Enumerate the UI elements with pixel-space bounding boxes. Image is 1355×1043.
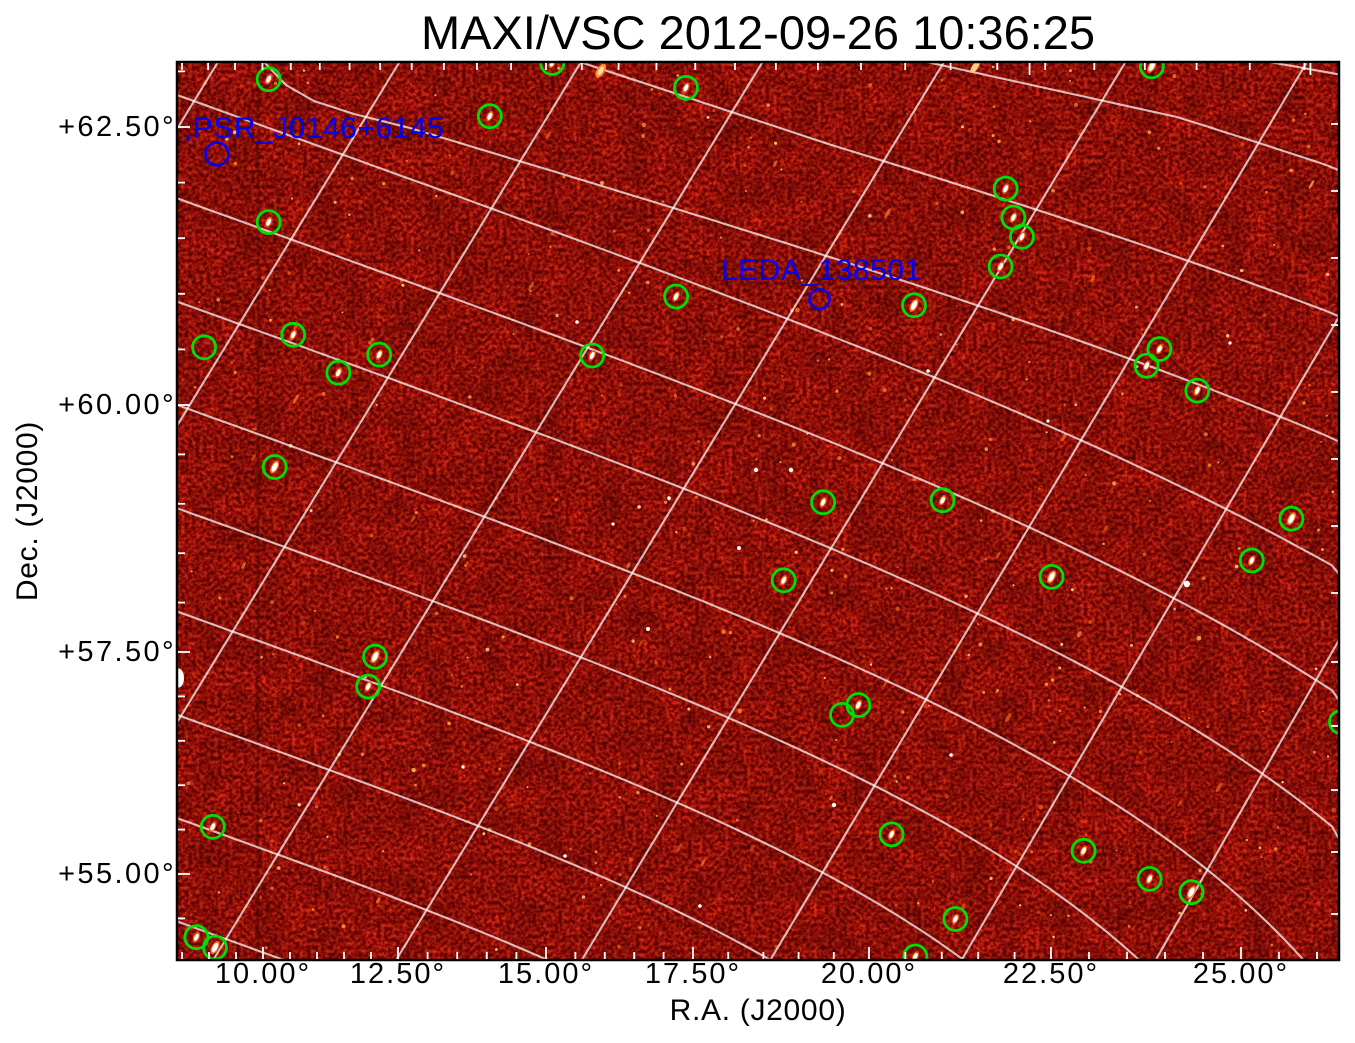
svg-text:22.50°: 22.50° bbox=[1003, 958, 1099, 990]
svg-text:+55.00°: +55.00° bbox=[58, 858, 176, 890]
svg-text:25.00°: 25.00° bbox=[1193, 958, 1289, 990]
svg-text:+62.50°: +62.50° bbox=[58, 111, 176, 143]
svg-text:12.50°: 12.50° bbox=[350, 958, 446, 990]
svg-text:+57.50°: +57.50° bbox=[58, 636, 176, 668]
svg-text:MAXI/VSC 2012-09-26 10:36:25: MAXI/VSC 2012-09-26 10:36:25 bbox=[421, 6, 1095, 59]
svg-text:20.00°: 20.00° bbox=[821, 958, 917, 990]
svg-text:10.00°: 10.00° bbox=[215, 958, 311, 990]
svg-text:LEDA_138501: LEDA_138501 bbox=[721, 254, 922, 287]
svg-text:R.A. (J2000): R.A. (J2000) bbox=[670, 994, 847, 1027]
svg-text:17.50°: 17.50° bbox=[645, 958, 741, 990]
svg-text:15.00°: 15.00° bbox=[498, 958, 594, 990]
svg-text:,PSR_J0146+6145: ,PSR_J0146+6145 bbox=[184, 112, 444, 145]
svg-text:Dec. (J2000): Dec. (J2000) bbox=[11, 421, 44, 601]
svg-text:+60.00°: +60.00° bbox=[58, 389, 176, 421]
